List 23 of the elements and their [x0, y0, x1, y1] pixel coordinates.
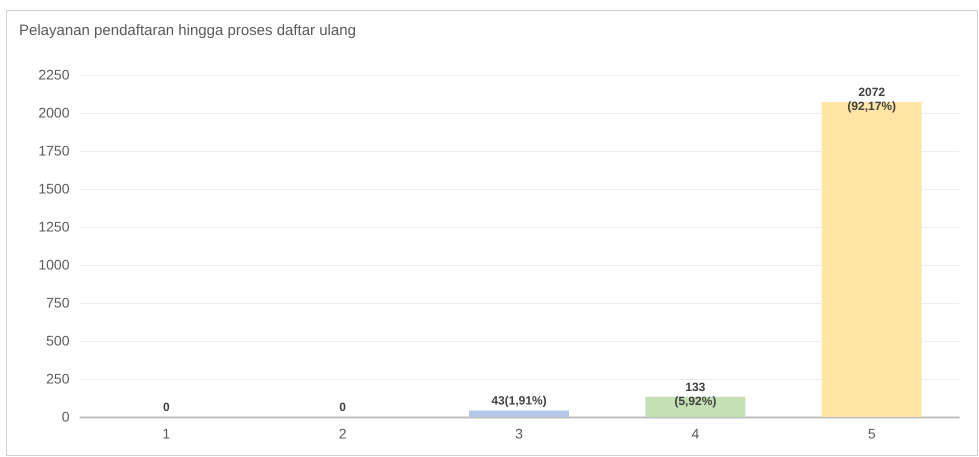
data-label: 2072 (92,17%) — [847, 85, 896, 114]
y-tick-label: 250 — [46, 370, 70, 386]
y-tick-label: 750 — [46, 294, 70, 310]
data-label: 0 — [162, 400, 170, 414]
y-tick-label: 2250 — [38, 66, 70, 82]
x-tick-label: 1 — [162, 426, 170, 442]
y-tick-label: 1250 — [38, 218, 70, 234]
y-tick-label: 2000 — [38, 104, 70, 120]
data-label: 0 — [339, 400, 346, 414]
y-tick-label: 1000 — [38, 256, 70, 272]
y-tick-label: 1750 — [38, 142, 70, 158]
x-tick-label: 4 — [691, 426, 700, 442]
bar — [469, 410, 569, 417]
data-label: 43(1,91%) — [491, 393, 547, 408]
chart-title: Pelayanan pendaftaran hingga proses daftar ulang — [19, 22, 356, 39]
data-label: 133 (5,92%) — [674, 380, 716, 408]
x-tick-label: 5 — [868, 426, 876, 442]
y-tick-label: 0 — [62, 408, 70, 424]
x-tick-label: 2 — [338, 426, 347, 442]
y-tick-label: 500 — [46, 332, 70, 348]
y-tick-label: 1500 — [38, 180, 70, 196]
bar — [822, 102, 922, 417]
x-tick-label: 3 — [515, 426, 524, 442]
